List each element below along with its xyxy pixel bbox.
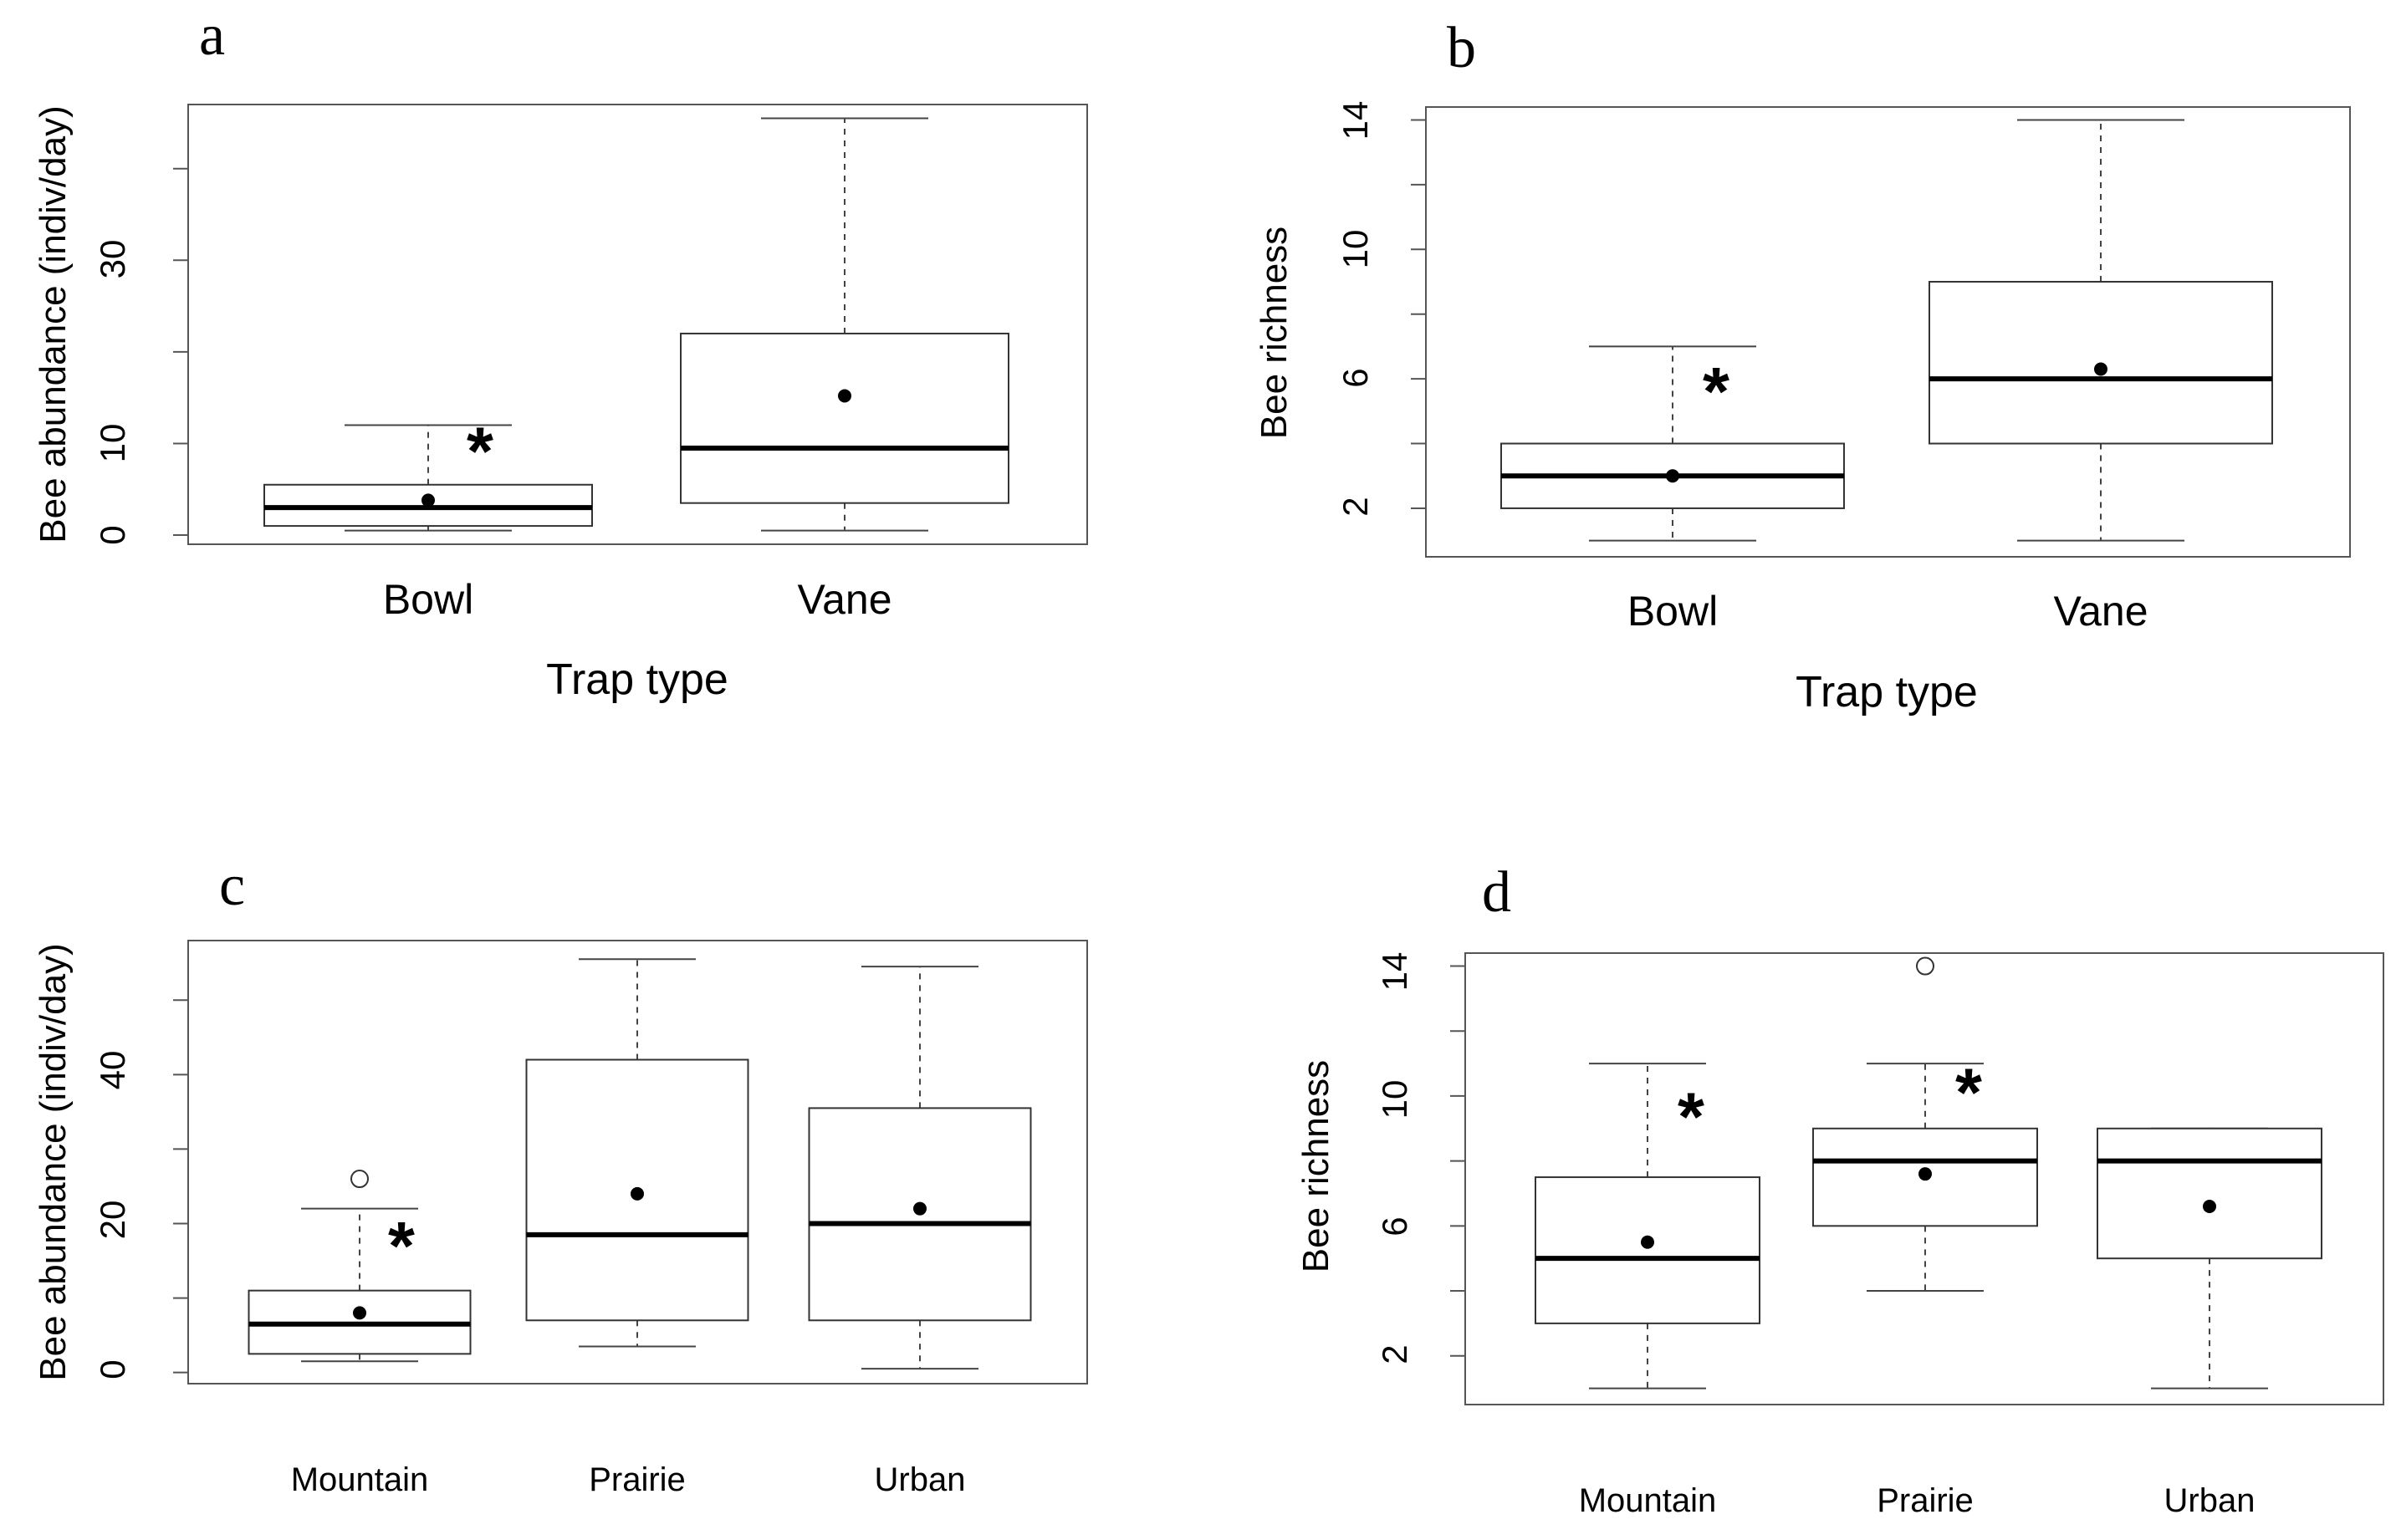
x-tick-label-a-vane: Vane: [797, 576, 891, 623]
tick-label-d-14: 14: [1375, 952, 1414, 992]
x-tick-label-a-bowl: Bowl: [383, 576, 473, 623]
panel-d: d 2 6 10 14 Bee richness Mountain Prairi…: [1295, 860, 2384, 1519]
panel-c: c 0 20 40 Bee abundance (indiv/day) Moun…: [33, 854, 1088, 1498]
y-ticks-b: [1411, 119, 1426, 509]
tick-label-a-30: 30: [93, 240, 132, 279]
boxes-b: *: [1500, 119, 2273, 542]
x-tick-label-d-mountain: Mountain: [1579, 1482, 1717, 1519]
panel-label-d: d: [1482, 860, 1511, 925]
panel-label-a: a: [199, 3, 225, 68]
panel-b: b 2 6 10 14 Bee richness Bowl Vane Trap …: [1254, 16, 2351, 716]
mean-point-b-vane: [2094, 362, 2107, 376]
mean-point-d-prairie: [1918, 1167, 1932, 1181]
significance-asterisk-c-mountain: *: [388, 1209, 415, 1285]
x-tick-label-b-bowl: Bowl: [1627, 588, 1718, 635]
y-ticks-c: [173, 999, 188, 1374]
mean-point-c-prairie: [631, 1186, 644, 1201]
y-axis-title-c: Bee abundance (indiv/day): [33, 943, 74, 1380]
significance-asterisk-d-prairie: *: [1955, 1055, 1982, 1131]
y-ticks-a: [173, 167, 188, 537]
x-tick-label-c-mountain: Mountain: [291, 1461, 429, 1498]
significance-asterisk-d-mountain: *: [1678, 1079, 1704, 1155]
x-tick-label-d-prairie: Prairie: [1877, 1482, 1974, 1519]
x-tick-label-b-vane: Vane: [2053, 588, 2148, 635]
tick-label-a-0: 0: [93, 525, 132, 544]
x-tick-label-c-prairie: Prairie: [589, 1461, 686, 1498]
tick-label-d-6: 6: [1375, 1216, 1414, 1236]
box-a-vane: [680, 332, 1009, 504]
box-d-mountain: [1535, 1176, 1760, 1324]
box-d-urban: [2097, 1127, 2322, 1260]
tick-label-d-2: 2: [1375, 1344, 1414, 1364]
boxes-a: *: [263, 117, 1009, 532]
tick-label-a-10: 10: [93, 424, 132, 463]
panel-label-c: c: [219, 854, 245, 918]
y-axis-title-b: Bee richness: [1254, 227, 1295, 439]
significance-asterisk-b-bowl: *: [1703, 354, 1729, 430]
panel-a: a 0 10 30 Bee abundance (indiv/day) Bowl…: [33, 3, 1088, 704]
x-tick-label-d-urban: Urban: [2164, 1482, 2256, 1519]
mean-point-b-bowl: [1666, 469, 1679, 483]
mean-point-d-urban: [2203, 1200, 2216, 1214]
tick-label-b-14: 14: [1336, 101, 1375, 140]
tick-label-b-2: 2: [1336, 497, 1375, 516]
tick-label-c-0: 0: [93, 1359, 132, 1379]
mean-point-c-mountain: [353, 1306, 366, 1320]
mean-point-a-bowl: [421, 493, 435, 507]
tick-label-b-6: 6: [1336, 368, 1375, 387]
y-axis-title-d: Bee richness: [1295, 1060, 1336, 1272]
y-axis-title-a: Bee abundance (indiv/day): [33, 105, 74, 543]
tick-label-d-10: 10: [1375, 1080, 1414, 1119]
outlier-point-c-mountain-0: [350, 1170, 369, 1189]
mean-point-d-mountain: [1641, 1235, 1654, 1249]
boxes-d: * *: [1535, 956, 2322, 1390]
x-axis-title-b: Trap type: [1796, 668, 1978, 716]
tick-label-c-40: 40: [93, 1051, 132, 1090]
mean-point-a-vane: [838, 389, 851, 403]
panel-label-b: b: [1447, 16, 1476, 80]
tick-label-b-10: 10: [1336, 230, 1375, 269]
mean-point-c-urban: [913, 1201, 927, 1216]
boxes-c: *: [248, 958, 1032, 1370]
x-axis-title-a: Trap type: [546, 655, 728, 704]
outlier-point-d-prairie-0: [1916, 956, 1934, 976]
y-ticks-d: [1450, 965, 1465, 1357]
x-tick-label-c-urban: Urban: [875, 1461, 966, 1498]
significance-asterisk-a-bowl: *: [467, 414, 493, 490]
tick-label-c-20: 20: [93, 1201, 132, 1240]
